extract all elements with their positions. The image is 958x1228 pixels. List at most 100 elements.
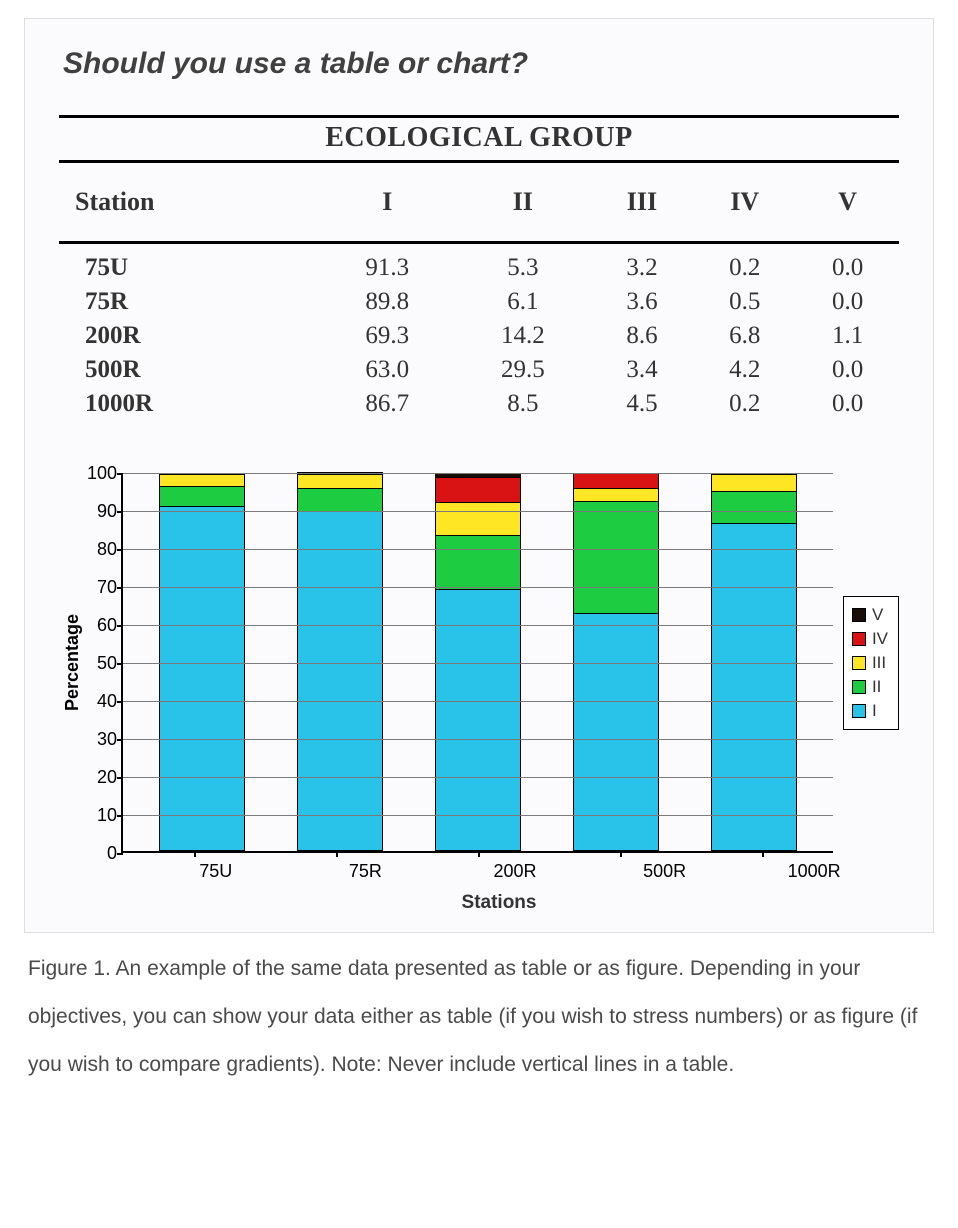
x-tick-mark: [762, 851, 764, 857]
table-cell: 3.4: [591, 353, 694, 387]
bar-segment: [435, 477, 521, 503]
table-cell: 8.5: [455, 387, 591, 421]
bar: [297, 473, 383, 851]
bar: [159, 473, 245, 851]
x-tick-mark: [336, 851, 338, 857]
y-tick-mark: [117, 853, 123, 855]
bar-segment: [435, 535, 521, 589]
x-tick-label: 500R: [622, 861, 708, 882]
table-cell: 29.5: [455, 353, 591, 387]
y-tick-mark: [117, 663, 123, 665]
table-col-header: II: [455, 162, 591, 243]
legend-item: II: [852, 675, 888, 699]
grid-line: [123, 663, 833, 664]
x-tick-label: 75R: [322, 861, 408, 882]
table-cell: 91.3: [320, 251, 456, 285]
table-cell: 8.6: [591, 319, 694, 353]
table-cell: 0.0: [796, 285, 899, 319]
y-axis-ticks: 1009080706050403020100: [87, 473, 121, 853]
table-row: 200R69.314.28.66.81.1: [59, 319, 899, 353]
table-cell: 63.0: [320, 353, 456, 387]
y-tick-mark: [117, 777, 123, 779]
table-cell: 6.8: [693, 319, 796, 353]
y-tick-mark: [117, 473, 123, 475]
figure-caption: Figure 1. An example of the same data pr…: [24, 945, 934, 1090]
bar-segment: [159, 474, 245, 486]
bar-segment: [573, 488, 659, 501]
y-tick-mark: [117, 511, 123, 513]
table-cell: 89.8: [320, 285, 456, 319]
y-tick-mark: [117, 815, 123, 817]
bar-segment: [159, 486, 245, 506]
x-tick-label: 75U: [173, 861, 259, 882]
panel-title: Should you use a table or chart?: [63, 47, 899, 81]
grid-line: [123, 587, 833, 588]
figure-panel: Should you use a table or chart? ECOLOGI…: [24, 18, 934, 933]
legend-label: IV: [872, 629, 888, 649]
table-cell: 69.3: [320, 319, 456, 353]
x-axis-label: Stations: [99, 892, 899, 914]
table-cell: 0.0: [796, 353, 899, 387]
grid-line: [123, 549, 833, 550]
legend-label: III: [872, 653, 886, 673]
table-row-label: 75R: [59, 285, 320, 319]
grid-line: [123, 625, 833, 626]
legend-label: V: [872, 605, 883, 625]
bar-segment: [159, 506, 245, 851]
legend-swatch: [852, 704, 866, 718]
grid-line: [123, 511, 833, 512]
bar-segment: [711, 491, 797, 523]
bar-segment: [573, 473, 659, 489]
legend-swatch: [852, 608, 866, 622]
x-tick-mark: [194, 851, 196, 857]
y-tick-mark: [117, 739, 123, 741]
table-cell: 0.0: [796, 387, 899, 421]
legend-label: I: [872, 701, 877, 721]
grid-line: [123, 701, 833, 702]
table-row-label: 200R: [59, 319, 320, 353]
table-row-label: 500R: [59, 353, 320, 387]
table-col-header: I: [320, 162, 456, 243]
bar-segment: [711, 474, 797, 491]
x-tick-mark: [478, 851, 480, 857]
table-col-header: IV: [693, 162, 796, 243]
x-tick-label: 1000R: [771, 861, 857, 882]
grid-line: [123, 739, 833, 740]
table-row: 1000R86.78.54.50.20.0: [59, 387, 899, 421]
bar-segment: [435, 502, 521, 535]
table-row-label: 75U: [59, 251, 320, 285]
x-tick-mark: [620, 851, 622, 857]
grid-line: [123, 777, 833, 778]
y-tick-mark: [117, 625, 123, 627]
grid-line: [123, 473, 833, 474]
table-body: 75U91.35.33.20.20.075R89.86.13.60.50.020…: [59, 243, 899, 429]
legend-item: III: [852, 651, 888, 675]
table-caption: ECOLOGICAL GROUP: [59, 117, 899, 162]
table-col-header: V: [796, 162, 899, 243]
table-row: 500R63.029.53.44.20.0: [59, 353, 899, 387]
chart-legend: VIVIIIIII: [843, 596, 899, 730]
legend-item: I: [852, 699, 888, 723]
table-cell: 6.1: [455, 285, 591, 319]
bar-segment: [297, 474, 383, 488]
x-axis-ticks-wrap: 75U75R200R500R1000R: [87, 853, 899, 882]
legend-swatch: [852, 680, 866, 694]
bar-segment: [435, 589, 521, 851]
table-row-header: Station: [59, 162, 320, 243]
ecological-table: ECOLOGICAL GROUP Station I II III IV V 7…: [59, 115, 899, 429]
table-cell: 86.7: [320, 387, 456, 421]
table-cell: 0.2: [693, 387, 796, 421]
table-cell: 4.5: [591, 387, 694, 421]
table-header-row: Station I II III IV V: [59, 162, 899, 243]
table-row: 75U91.35.33.20.20.0: [59, 251, 899, 285]
x-axis-ticks: 75U75R200R500R1000R: [131, 853, 899, 882]
table-cell: 0.5: [693, 285, 796, 319]
bar: [435, 473, 521, 851]
table-row-label: 1000R: [59, 387, 320, 421]
y-axis-label: Percentage: [63, 614, 84, 711]
bar-segment: [573, 501, 659, 612]
table-cell: 0.2: [693, 251, 796, 285]
table-cell: 4.2: [693, 353, 796, 387]
legend-item: IV: [852, 627, 888, 651]
bar: [711, 473, 797, 851]
